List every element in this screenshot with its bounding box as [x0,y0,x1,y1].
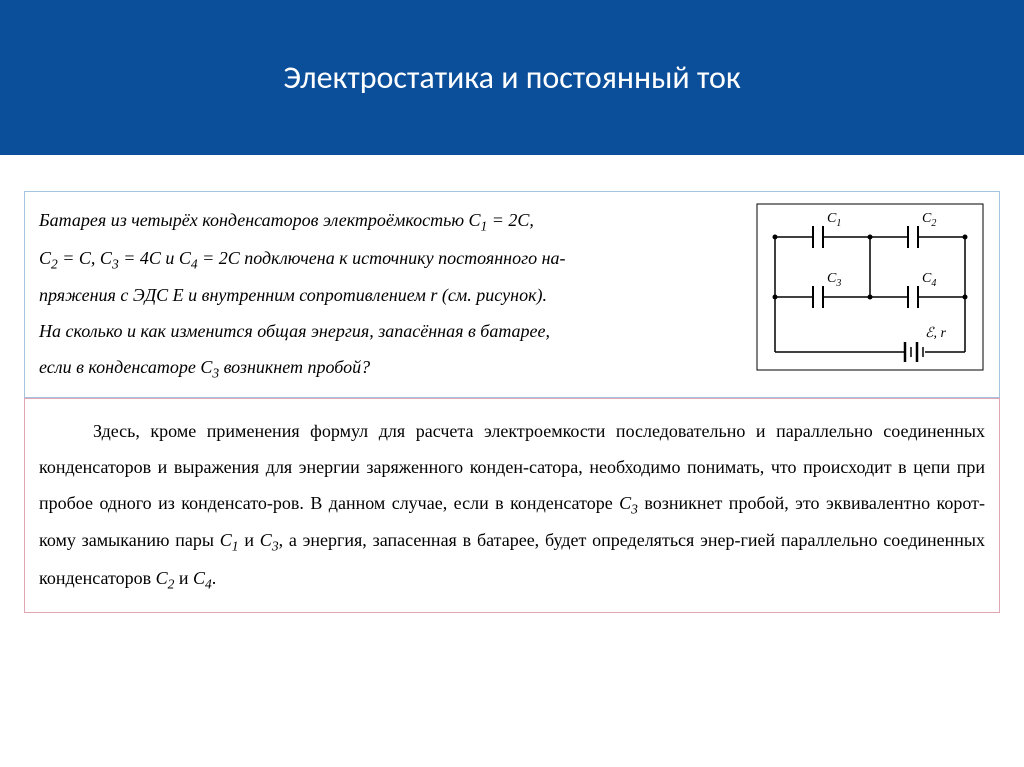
problem-line2c: = 4C и С [119,248,191,268]
sol-f: C [260,530,272,550]
problem-line2b: = C, С [58,248,112,268]
sub-2: 2 [51,256,58,271]
slide-header: Электростатика и постоянный ток [0,0,1024,155]
svg-text:C2: C2 [922,211,936,229]
sol-sub4: 4 [205,577,212,592]
sol-h: C [156,568,168,588]
svg-text:C1: C1 [827,211,841,229]
problem-line1b: = 2C, [487,210,534,230]
solution-box: Здесь, кроме применения формул для расче… [24,398,1000,613]
problem-line5b: возникнет пробой? [219,357,370,377]
problem-line2a: С [39,248,51,268]
sol-i: и [174,568,193,588]
sol-k: . [212,568,217,588]
problem-line1a: Батарея из четырёх конденсаторов электро… [39,210,481,230]
svg-text:C4: C4 [922,271,936,289]
svg-text:C3: C3 [827,271,841,289]
problem-line3: пряжения с ЭДС E и внутренним сопротивле… [39,285,547,305]
circuit-diagram: C1 C2 C3 C4 ℰ, r [755,202,985,372]
sol-sub3: 3 [631,501,638,516]
slide-content: Батарея из четырёх конденсаторов электро… [0,155,1024,613]
sol-d: C [220,530,232,550]
slide-title: Электростатика и постоянный ток [283,58,740,97]
sol-sub3b: 3 [272,539,279,554]
problem-line4: На сколько и как изменится общая энергия… [39,321,550,341]
problem-box: Батарея из четырёх конденсаторов электро… [24,191,1000,398]
svg-text:ℰ, r: ℰ, r [925,326,946,341]
problem-line5a: если в конденсаторе С [39,357,212,377]
sub-4: 4 [191,256,198,271]
sol-j: C [193,568,205,588]
sol-sub1: 1 [232,539,239,554]
problem-text: Батарея из четырёх конденсаторов электро… [39,202,743,387]
sub-3: 3 [112,256,119,271]
solution-text: Здесь, кроме применения формул для расче… [39,413,985,598]
sol-b: C [619,493,631,513]
problem-line2d: = 2C подключена к источнику постоянного … [198,248,566,268]
sol-e: и [239,530,260,550]
